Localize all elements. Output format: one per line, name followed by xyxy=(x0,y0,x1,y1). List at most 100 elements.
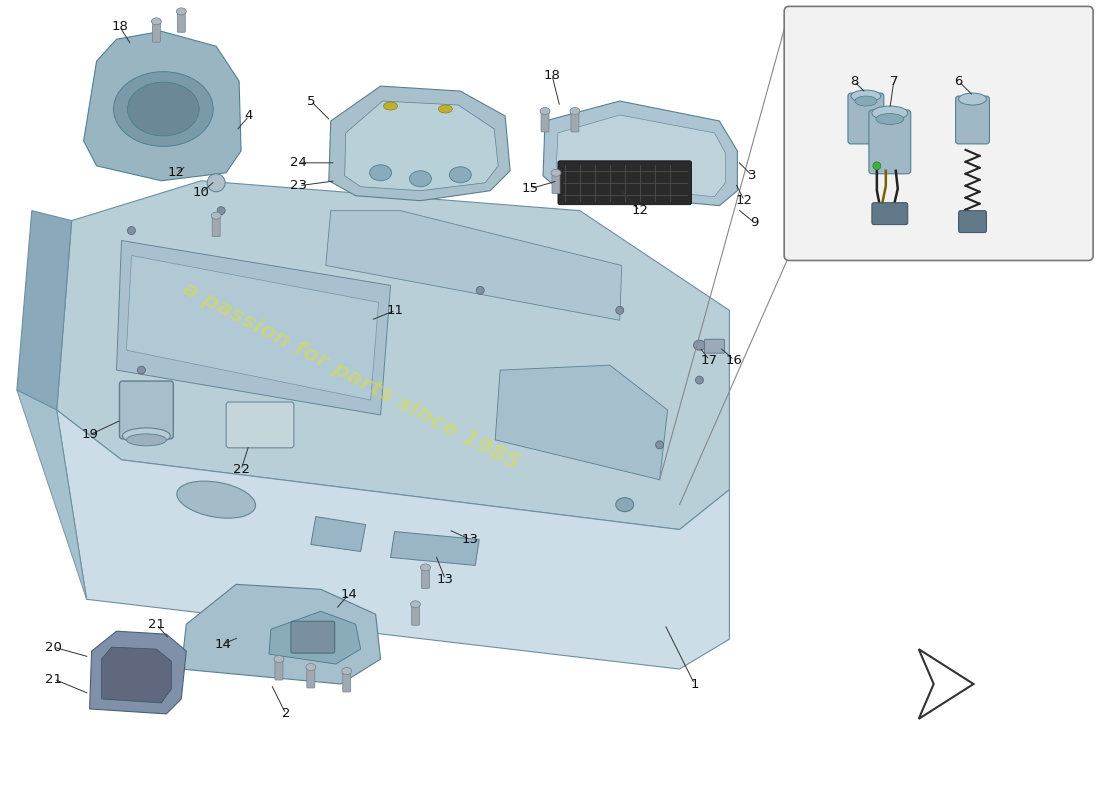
Ellipse shape xyxy=(176,8,186,15)
Text: 4: 4 xyxy=(245,110,253,122)
Circle shape xyxy=(656,441,663,449)
Text: 12: 12 xyxy=(631,204,648,217)
FancyBboxPatch shape xyxy=(784,6,1093,261)
FancyBboxPatch shape xyxy=(411,603,419,626)
Text: 13: 13 xyxy=(437,573,454,586)
FancyBboxPatch shape xyxy=(290,622,334,653)
FancyBboxPatch shape xyxy=(956,96,990,144)
Circle shape xyxy=(873,162,881,170)
Ellipse shape xyxy=(570,107,580,114)
FancyBboxPatch shape xyxy=(153,20,161,42)
Text: 21: 21 xyxy=(147,618,165,630)
Text: 6: 6 xyxy=(955,74,962,88)
Ellipse shape xyxy=(128,82,199,136)
Text: 23: 23 xyxy=(290,179,307,192)
FancyBboxPatch shape xyxy=(421,566,429,588)
Circle shape xyxy=(476,286,484,294)
Text: 3: 3 xyxy=(748,170,757,182)
Ellipse shape xyxy=(410,601,420,608)
Text: 5: 5 xyxy=(307,94,315,107)
Polygon shape xyxy=(126,255,378,400)
Polygon shape xyxy=(182,584,381,684)
Circle shape xyxy=(207,174,226,192)
FancyBboxPatch shape xyxy=(177,10,185,32)
Text: 15: 15 xyxy=(521,182,539,195)
Text: 7: 7 xyxy=(890,74,898,88)
Text: 11: 11 xyxy=(387,304,404,317)
FancyBboxPatch shape xyxy=(227,402,294,448)
Ellipse shape xyxy=(616,498,634,512)
Polygon shape xyxy=(16,390,87,599)
Ellipse shape xyxy=(439,105,452,113)
Text: 12: 12 xyxy=(168,166,185,179)
Circle shape xyxy=(217,206,226,214)
Ellipse shape xyxy=(177,481,255,518)
Polygon shape xyxy=(329,86,510,201)
Ellipse shape xyxy=(384,102,397,110)
FancyBboxPatch shape xyxy=(558,161,692,205)
Polygon shape xyxy=(495,365,668,480)
Polygon shape xyxy=(101,647,172,703)
Circle shape xyxy=(616,306,624,314)
Ellipse shape xyxy=(211,212,221,219)
Text: 2: 2 xyxy=(282,707,290,721)
Text: 9: 9 xyxy=(750,216,759,229)
Ellipse shape xyxy=(872,106,908,120)
Polygon shape xyxy=(326,210,622,320)
Text: 10: 10 xyxy=(192,186,210,199)
Text: 19: 19 xyxy=(81,428,98,442)
Ellipse shape xyxy=(306,663,316,670)
Text: a passion for parts since 1985: a passion for parts since 1985 xyxy=(179,278,522,474)
Ellipse shape xyxy=(855,96,877,106)
Polygon shape xyxy=(117,241,390,415)
FancyBboxPatch shape xyxy=(552,172,560,194)
Ellipse shape xyxy=(551,170,561,176)
Polygon shape xyxy=(89,631,186,714)
Text: 18: 18 xyxy=(111,20,128,33)
Text: 24: 24 xyxy=(290,156,307,170)
Ellipse shape xyxy=(274,656,284,662)
FancyBboxPatch shape xyxy=(212,214,220,237)
Ellipse shape xyxy=(342,667,352,674)
Text: 13: 13 xyxy=(462,533,478,546)
Polygon shape xyxy=(344,101,498,190)
Text: 18: 18 xyxy=(543,69,560,82)
Text: 17: 17 xyxy=(701,354,718,366)
Polygon shape xyxy=(57,181,729,530)
Ellipse shape xyxy=(409,170,431,186)
FancyBboxPatch shape xyxy=(571,110,579,132)
Polygon shape xyxy=(543,101,737,206)
Text: 8: 8 xyxy=(850,74,858,88)
Ellipse shape xyxy=(122,428,170,444)
Ellipse shape xyxy=(693,340,705,350)
Circle shape xyxy=(695,376,704,384)
Text: 20: 20 xyxy=(45,641,63,654)
Ellipse shape xyxy=(126,434,166,446)
Circle shape xyxy=(138,366,145,374)
Ellipse shape xyxy=(851,90,881,102)
Text: 14: 14 xyxy=(214,638,232,650)
FancyBboxPatch shape xyxy=(343,670,351,692)
Polygon shape xyxy=(270,611,361,664)
FancyBboxPatch shape xyxy=(120,381,174,439)
Ellipse shape xyxy=(540,107,550,114)
Ellipse shape xyxy=(113,72,213,146)
Polygon shape xyxy=(918,649,974,719)
FancyBboxPatch shape xyxy=(541,110,549,132)
Polygon shape xyxy=(16,210,72,410)
Polygon shape xyxy=(57,410,729,669)
FancyBboxPatch shape xyxy=(869,110,911,174)
Polygon shape xyxy=(390,531,480,566)
FancyBboxPatch shape xyxy=(704,339,725,353)
Polygon shape xyxy=(84,31,241,181)
Text: 21: 21 xyxy=(45,673,63,686)
Ellipse shape xyxy=(420,564,430,571)
Text: 1: 1 xyxy=(690,678,698,690)
Text: 12: 12 xyxy=(736,194,752,207)
Text: 22: 22 xyxy=(232,463,250,476)
Ellipse shape xyxy=(876,114,904,125)
FancyBboxPatch shape xyxy=(307,666,315,688)
Polygon shape xyxy=(311,517,365,551)
Ellipse shape xyxy=(370,165,392,181)
Text: 16: 16 xyxy=(726,354,742,366)
